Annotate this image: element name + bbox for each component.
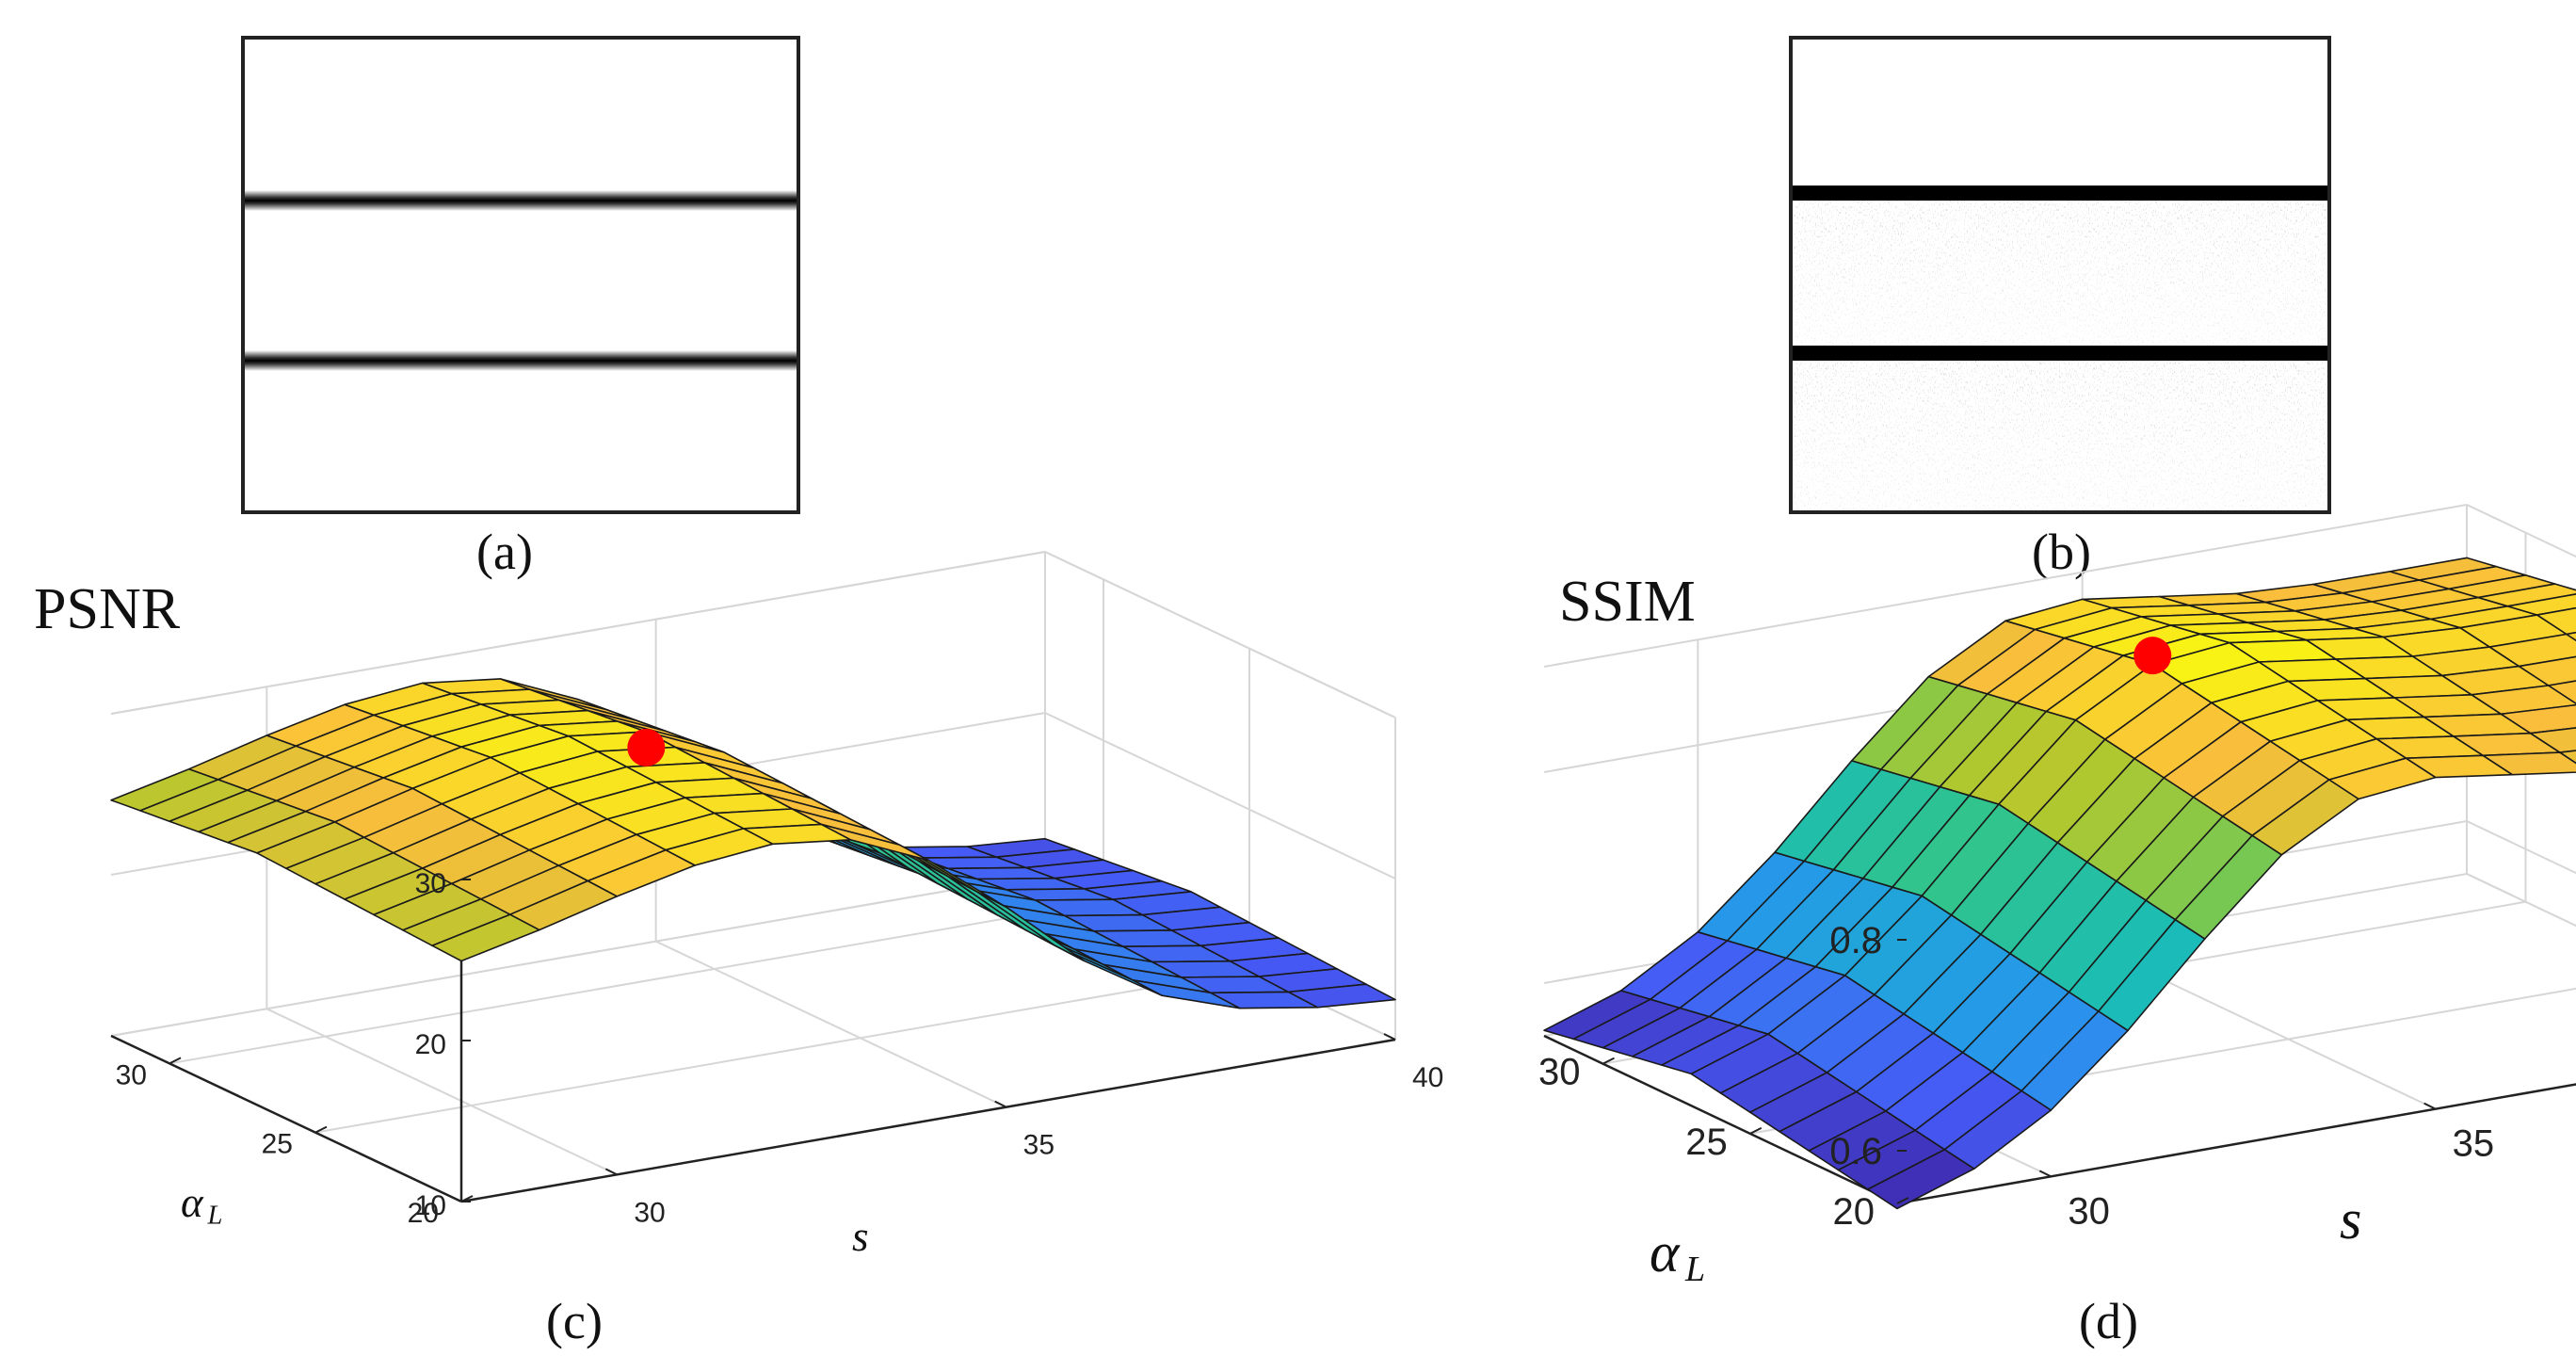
psnr-s-tick [1383, 1033, 1396, 1041]
ssim-alpha-tick [1749, 1126, 1763, 1135]
psnr-alpha-tick [314, 1125, 328, 1134]
ssim-z-tick-label: 0.6 [1829, 1131, 1882, 1172]
ssim-alpha-axis-subscript: L [1684, 1250, 1705, 1289]
psnr-grid-line [1044, 551, 1396, 718]
ssim-title: SSIM [1559, 570, 1696, 634]
psnr-s-tick [994, 1100, 1007, 1108]
psnr-z-tick-label: 20 [415, 1029, 446, 1060]
ssim-alpha-tick-label: 30 [1538, 1052, 1581, 1093]
psnr-s-tick [604, 1168, 618, 1176]
psnr-alpha-tick-label: 25 [262, 1129, 293, 1160]
panel-b-line-2 [1793, 346, 2327, 361]
ssim-s-tick-label: 30 [2068, 1190, 2110, 1232]
psnr-grid-line [655, 940, 1007, 1108]
psnr-s-tick-label: 40 [1412, 1062, 1443, 1093]
psnr-alpha-tick [169, 1057, 182, 1065]
ssim-plot-group: 0.80.6302520303540sαL [1538, 504, 2576, 1289]
ssim-optimum-marker [2133, 637, 2172, 675]
panel-a-image [241, 36, 800, 514]
psnr-alpha-axis-subscript: L [207, 1202, 223, 1231]
psnr-s-tick-label: 35 [1023, 1130, 1055, 1161]
psnr-z-tick-label: 10 [415, 1190, 446, 1221]
ssim-surface-patch [1867, 1149, 1975, 1210]
psnr-grid-line [169, 900, 1104, 1065]
ssim-s-tick [2038, 1170, 2052, 1178]
psnr-s-axis-label: s [852, 1213, 869, 1260]
ssim-alpha-axis-label: α [1650, 1221, 1681, 1283]
psnr-alpha-tick-label: 20 [408, 1198, 439, 1229]
ssim-grid-line [2466, 820, 2576, 875]
panel-b-image [1789, 36, 2331, 514]
panel-b-fade-2 [1793, 355, 2327, 510]
ssim-grid-line [2466, 873, 2576, 928]
psnr-title: PSNR [34, 577, 181, 641]
caption-c: (c) [546, 1293, 603, 1349]
caption-d: (d) [2079, 1293, 2138, 1349]
panel-b-svg [1793, 186, 2327, 510]
psnr-grid-line [314, 969, 1250, 1134]
panel-b-fade-1 [1793, 195, 2327, 346]
ssim-alpha-tick [1896, 1197, 1909, 1204]
ssim-grid-line [2466, 504, 2576, 558]
psnr-grid-line [1044, 712, 1396, 880]
psnr-s-axis [460, 1038, 1396, 1203]
panel-a-svg [245, 190, 797, 371]
panel-a-line-1 [245, 190, 797, 211]
ssim-s-tick [2423, 1102, 2437, 1110]
ssim-alpha-tick [1602, 1057, 1615, 1065]
psnr-z-tick-label: 30 [415, 868, 446, 899]
psnr-alpha-tick-label: 30 [116, 1059, 147, 1090]
psnr-optimum-marker [627, 728, 666, 767]
psnr-alpha-axis [110, 1034, 462, 1203]
ssim-s-tick-label: 35 [2453, 1123, 2495, 1165]
psnr-grid-line [110, 551, 1046, 715]
psnr-grid-line [110, 873, 1046, 1037]
caption-a: (a) [476, 524, 533, 580]
psnr-s-tick-label: 30 [634, 1197, 665, 1228]
psnr-surface-patch [431, 913, 540, 962]
panel-a-line-2 [245, 350, 797, 371]
ssim-s-axis-label: s [2340, 1188, 2361, 1251]
ssim-alpha-tick-label: 25 [1685, 1122, 1728, 1163]
ssim-grid-line [1543, 504, 2468, 668]
psnr-alpha-tick [460, 1195, 474, 1203]
ssim-z-tick-label: 0.8 [1829, 920, 1882, 961]
psnr-alpha-axis-label: α [181, 1179, 204, 1226]
caption-b: (b) [2032, 524, 2091, 580]
ssim-alpha-tick-label: 20 [1833, 1191, 1876, 1233]
panel-b-line-1 [1793, 186, 2327, 201]
